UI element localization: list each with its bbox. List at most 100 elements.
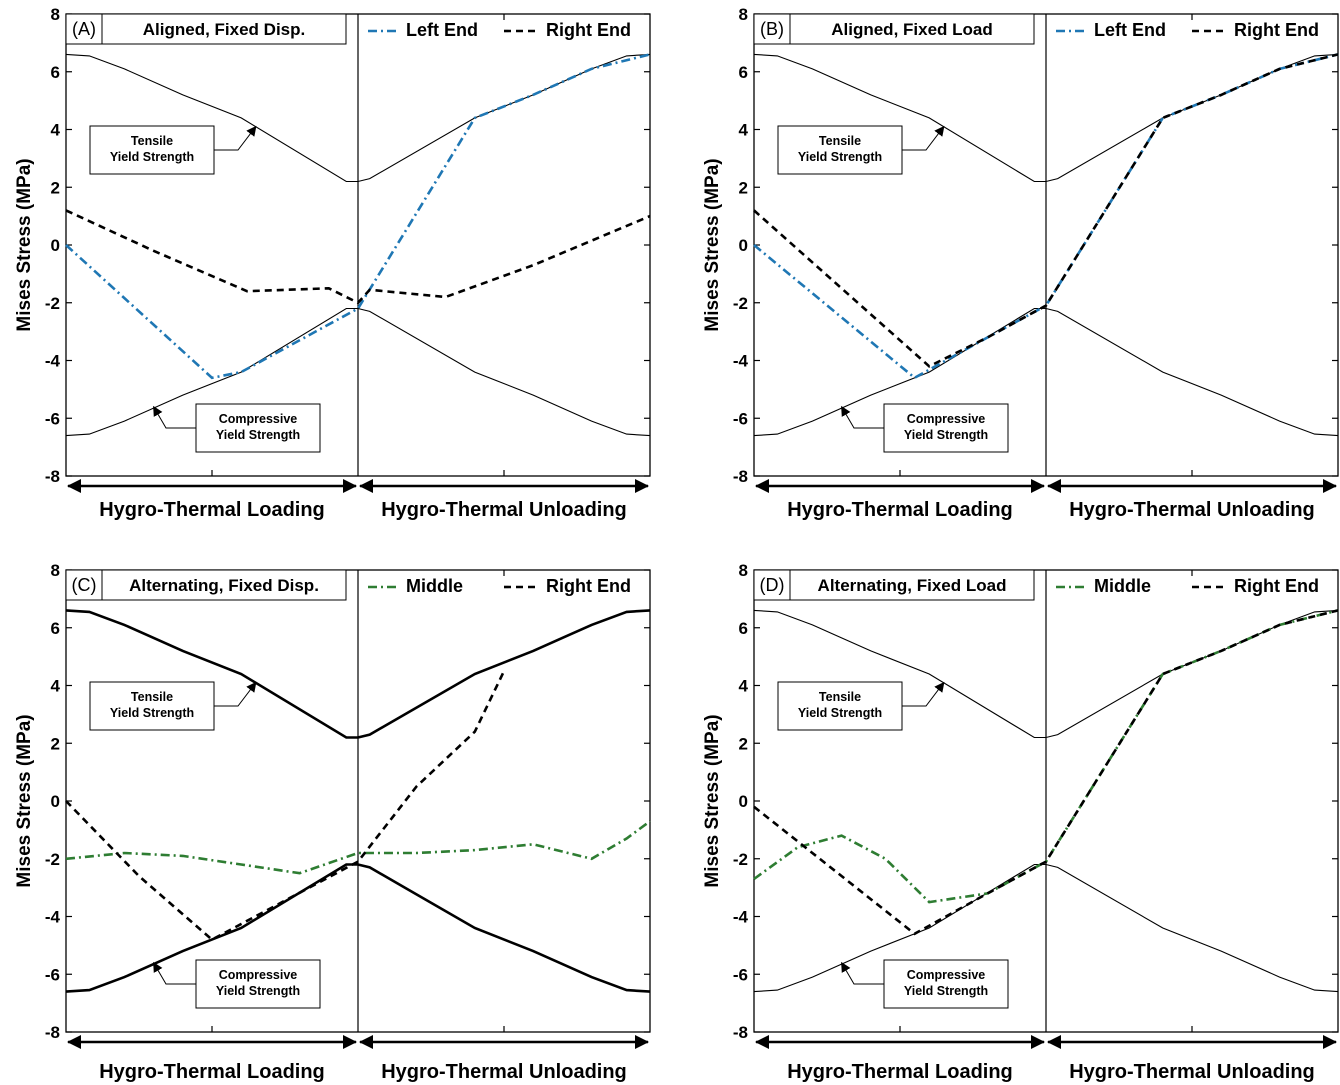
y-tick-label: -6 (45, 409, 60, 428)
panel-title: Alternating, Fixed Load (818, 576, 1007, 595)
y-tick-label: -4 (733, 352, 749, 371)
series-line-right-end (65, 209, 651, 305)
annotation-text: Compressive (907, 968, 986, 982)
x-axis-label-loading: Hygro-Thermal Loading (99, 1061, 325, 1083)
y-tick-label: 2 (51, 734, 60, 753)
series-line-left-end (753, 53, 1339, 380)
y-tick-label: -8 (45, 467, 60, 486)
y-tick-label: 8 (51, 5, 60, 24)
y-tick-label: 0 (739, 236, 748, 255)
annotation-arrow (153, 405, 196, 429)
panel-label: (C) (72, 575, 97, 595)
annotation-text: Yield Strength (110, 706, 194, 720)
panel-title: Alternating, Fixed Disp. (129, 576, 319, 595)
y-tick-label: 8 (739, 561, 748, 580)
annotation-arrow (841, 961, 884, 985)
annotation-arrow (902, 125, 945, 151)
annotation-text: Yield Strength (798, 706, 882, 720)
panel-title-box (789, 13, 1035, 45)
legend-label: Left End (1094, 20, 1166, 40)
panel-label-box (65, 13, 103, 45)
y-tick-label: 0 (739, 792, 748, 811)
panel-label: (A) (72, 19, 96, 39)
annotation-text: Compressive (219, 412, 298, 426)
annotation-box-compressive (195, 959, 321, 1009)
annotation-box-tensile (777, 681, 903, 731)
y-tick-label: 8 (51, 561, 60, 580)
legend-label: Middle (1094, 576, 1151, 596)
panel-title-box (101, 13, 347, 45)
y-tick-label: -4 (45, 908, 61, 927)
y-tick-label: -2 (45, 850, 60, 869)
y-tick-label: 2 (51, 178, 60, 197)
panel-label-box (753, 569, 791, 601)
legend-label: Middle (406, 576, 463, 596)
panel-label-box (65, 569, 103, 601)
annotation-text: Compressive (219, 968, 298, 982)
annotation-text: Tensile (819, 690, 861, 704)
series-line-right-end (753, 53, 1339, 368)
compressive-yield-curve (65, 863, 651, 993)
y-tick-label: 4 (739, 677, 749, 696)
panel-title: Aligned, Fixed Load (831, 20, 993, 39)
y-axis-label: Mises Stress (MPa) (702, 158, 723, 331)
panel-title: Aligned, Fixed Disp. (143, 20, 305, 39)
annotation-text: Tensile (131, 134, 173, 148)
y-tick-label: 0 (51, 792, 60, 811)
y-tick-label: 6 (739, 63, 748, 82)
y-axis-label: Mises Stress (MPa) (14, 714, 35, 887)
annotation-text: Yield Strength (904, 984, 988, 998)
series-line-middle (65, 820, 651, 875)
y-tick-label: -6 (733, 409, 748, 428)
annotation-box-tensile (777, 125, 903, 175)
y-tick-label: 6 (739, 619, 748, 638)
legend-label: Right End (546, 576, 631, 596)
compressive-yield-curve (65, 307, 651, 437)
chart-panel-c: 8 6 4 2 0 -2 -4 -6 -8 Mises Stress (MPa) (C) Altern… (14, 561, 651, 1083)
x-axis-label-loading: Hygro-Thermal Loading (99, 499, 325, 521)
annotation-text: Tensile (131, 690, 173, 704)
y-tick-label: 8 (739, 5, 748, 24)
legend-label: Right End (1234, 576, 1319, 596)
y-tick-label: -8 (733, 1023, 748, 1042)
series-line-left-end (65, 53, 651, 380)
annotation-text: Compressive (907, 412, 986, 426)
chart-panel-d: 8 6 4 2 0 -2 -4 -6 -8 Mises Stress (MPa) (D) Altern… (702, 561, 1339, 1083)
annotation-arrow (841, 405, 884, 429)
y-tick-label: -4 (45, 352, 61, 371)
annotation-text: Yield Strength (216, 428, 300, 442)
y-tick-label: -4 (733, 908, 749, 927)
y-axis-label: Mises Stress (MPa) (14, 158, 35, 331)
chart-panel-a: 8 6 4 2 0 -2 -4 -6 -8 Mises Stress (MPa) (A) Aligne… (14, 5, 651, 521)
annotation-arrow (214, 681, 257, 707)
legend-label: Right End (1234, 20, 1319, 40)
annotation-arrow (153, 961, 196, 985)
annotation-arrow (214, 125, 257, 151)
x-axis-label-unloading: Hygro-Thermal Unloading (1069, 499, 1315, 521)
x-axis-label-unloading: Hygro-Thermal Unloading (381, 1061, 627, 1083)
annotation-box-compressive (883, 403, 1009, 453)
panel-label-box (753, 13, 791, 45)
y-tick-label: -8 (733, 467, 748, 486)
y-tick-label: -2 (733, 850, 748, 869)
y-tick-label: 6 (51, 619, 60, 638)
y-axis-label: Mises Stress (MPa) (702, 714, 723, 887)
y-tick-label: 0 (51, 236, 60, 255)
annotation-text: Yield Strength (798, 150, 882, 164)
y-tick-label: -2 (733, 294, 748, 313)
compressive-yield-curve (753, 863, 1339, 993)
y-tick-label: 4 (51, 677, 61, 696)
annotation-box-compressive (883, 959, 1009, 1009)
x-axis-label-loading: Hygro-Thermal Loading (787, 1061, 1013, 1083)
series-line-right-end (753, 609, 1339, 936)
x-axis-label-unloading: Hygro-Thermal Unloading (1069, 1061, 1315, 1083)
annotation-text: Yield Strength (904, 428, 988, 442)
chart-panel-b: 8 6 4 2 0 -2 -4 -6 -8 Mises Stress (MPa) (B) Aligne… (702, 5, 1339, 521)
y-tick-label: -6 (733, 965, 748, 984)
annotation-box-tensile (89, 125, 215, 175)
y-tick-label: -2 (45, 294, 60, 313)
y-tick-label: 2 (739, 178, 748, 197)
series-line-right-end (65, 670, 506, 942)
legend-label: Right End (546, 20, 631, 40)
